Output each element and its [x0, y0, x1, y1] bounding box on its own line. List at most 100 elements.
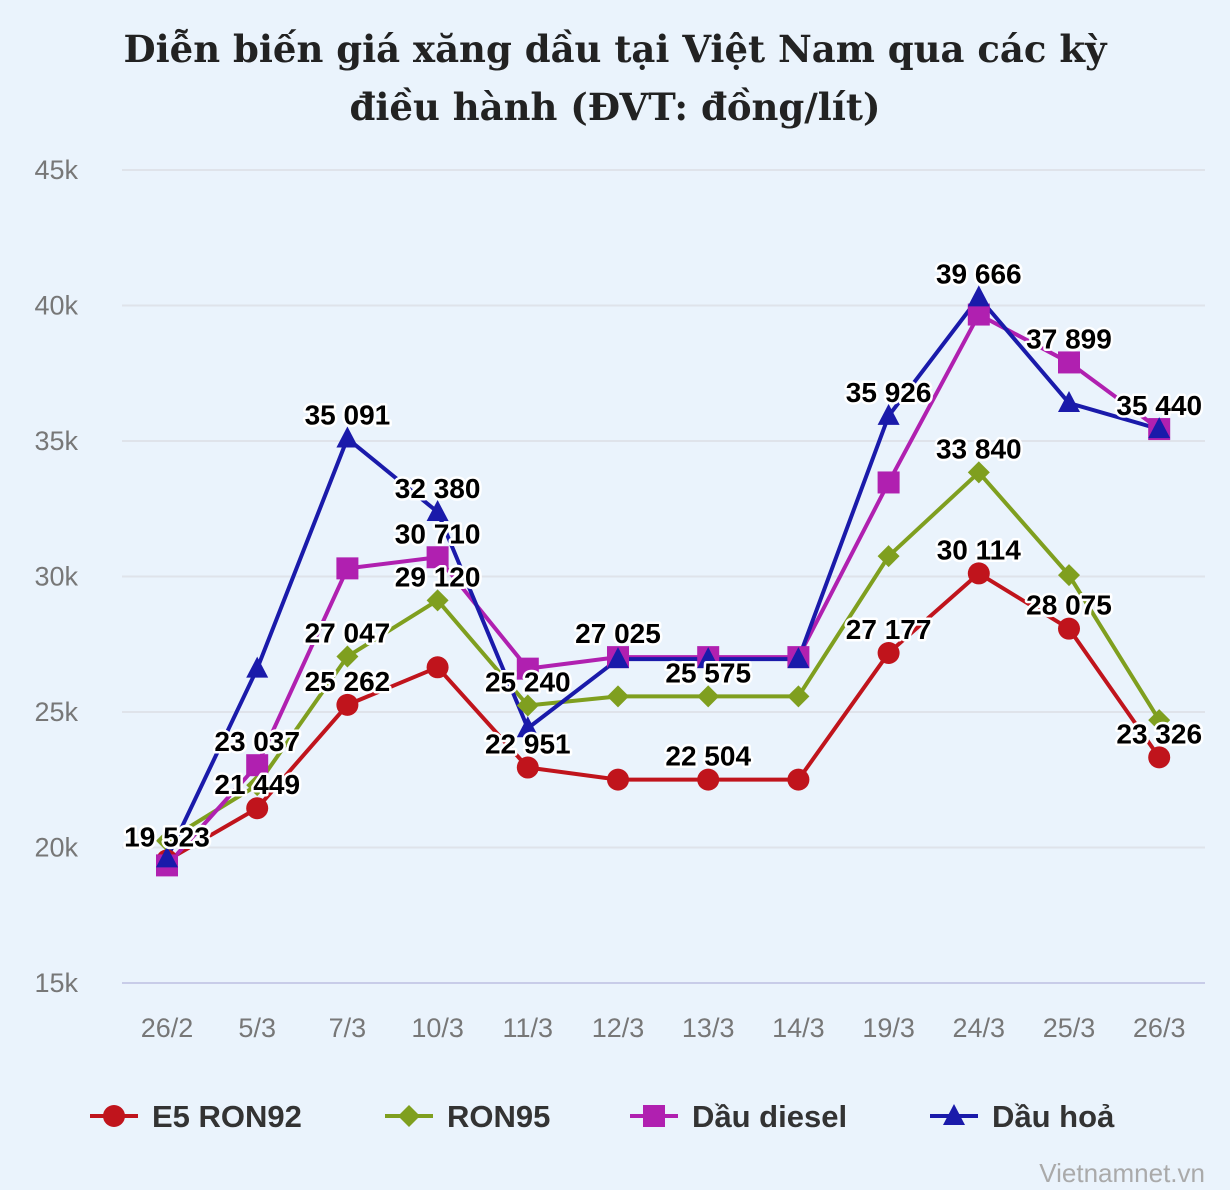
x-tick-label: 19/3: [862, 1013, 915, 1043]
marker-circle: [967, 562, 990, 585]
marker-triangle: [877, 403, 900, 425]
data-label: 27 025: [575, 618, 661, 649]
marker-diamond: [877, 545, 900, 568]
y-tick-label: 35k: [34, 426, 78, 456]
y-tick-label: 45k: [34, 155, 78, 185]
data-label: 27 047: [305, 618, 391, 649]
marker-square: [516, 657, 539, 680]
y-tick-label: 15k: [34, 968, 78, 998]
marker-square: [246, 754, 269, 777]
y-tick-label: 30k: [34, 562, 78, 592]
x-tick-label: 26/2: [141, 1013, 194, 1043]
chart-title-line-2: điều hành (ĐVT: đồng/lít): [349, 85, 880, 129]
y-tick-label: 20k: [34, 833, 78, 863]
data-label: 35 926: [846, 377, 932, 408]
marker-triangle: [967, 285, 990, 307]
marker-triangle: [336, 426, 359, 448]
legend-item: E5 RON92: [90, 1099, 302, 1134]
marker-diamond: [787, 685, 810, 708]
marker-circle: [1148, 746, 1171, 769]
marker-diamond: [426, 589, 449, 612]
marker-circle: [787, 768, 810, 791]
data-label: 30 114: [937, 534, 1022, 565]
x-tick-label: 13/3: [682, 1013, 735, 1043]
data-label: 27 177: [846, 614, 932, 645]
legend-item: RON95: [385, 1099, 550, 1134]
marker-triangle: [246, 656, 269, 678]
marker-triangle: [426, 500, 449, 522]
marker-square: [336, 557, 359, 580]
marker-circle: [336, 693, 359, 716]
marker-circle: [697, 768, 720, 791]
x-tick-label: 11/3: [503, 1013, 554, 1043]
marker-circle: [103, 1105, 125, 1127]
data-label: 23 326: [1116, 718, 1202, 749]
data-label: 25 262: [305, 666, 391, 697]
marker-triangle: [697, 647, 720, 669]
series-line-1: [165, 470, 1161, 843]
x-tick-label: 10/3: [411, 1013, 464, 1043]
x-tick-label: 5/3: [238, 1013, 276, 1043]
data-label: 19 523: [124, 821, 210, 852]
source-credit: Vietnamnet.vn: [1039, 1158, 1205, 1188]
x-tick-label: 12/3: [592, 1013, 645, 1043]
marker-diamond: [336, 645, 359, 668]
marker-circle: [877, 642, 900, 665]
marker-diamond: [967, 461, 990, 484]
x-tick-label: 26/3: [1133, 1013, 1186, 1043]
marker-triangle: [943, 1104, 965, 1125]
marker-square: [1058, 351, 1080, 374]
data-label: 29 120: [395, 561, 481, 592]
marker-diamond: [246, 774, 269, 797]
series-line-0: [165, 571, 1161, 863]
marker-diamond: [398, 1105, 420, 1127]
marker-circle: [1058, 617, 1080, 640]
marker-square: [967, 303, 990, 326]
series-line-3: [165, 295, 1160, 860]
legend-label: Dầu hoả: [992, 1099, 1115, 1134]
data-label: 35 091: [305, 400, 391, 431]
x-tick-label: 14/3: [772, 1013, 825, 1043]
marker-triangle: [156, 846, 178, 868]
marker-circle: [426, 656, 449, 679]
legend-item: Dầu hoả: [930, 1099, 1115, 1134]
marker-circle: [607, 768, 629, 791]
marker-diamond: [156, 829, 178, 852]
marker-triangle: [516, 716, 539, 738]
marker-diamond: [1058, 564, 1080, 587]
legend-label: E5 RON92: [152, 1099, 302, 1134]
data-label: 37 899: [1026, 323, 1112, 354]
data-label: 23 037: [214, 726, 300, 757]
marker-triangle: [1058, 391, 1080, 413]
data-label: 28 075: [1026, 590, 1112, 621]
x-tick-label: 24/3: [953, 1013, 1006, 1043]
marker-diamond: [1148, 709, 1171, 732]
data-label: 33 840: [936, 433, 1022, 464]
data-label: 30 710: [395, 518, 481, 549]
data-label: 25 575: [665, 657, 751, 688]
marker-square: [877, 471, 900, 494]
legend-label: RON95: [447, 1099, 550, 1134]
marker-triangle: [1148, 417, 1171, 439]
x-tick-label: 7/3: [329, 1013, 367, 1043]
marker-circle: [516, 756, 539, 779]
marker-triangle: [607, 647, 629, 669]
x-tick-label: 25/3: [1043, 1013, 1096, 1043]
marker-square: [643, 1105, 665, 1127]
y-tick-label: 40k: [34, 291, 78, 321]
legend-item: Dầu diesel: [630, 1099, 847, 1134]
marker-diamond: [607, 685, 629, 708]
chart-title-line-1: Diễn biến giá xăng dầu tại Việt Nam qua …: [124, 27, 1108, 71]
data-label: 22 951: [485, 729, 571, 760]
legend-label: Dầu diesel: [692, 1099, 847, 1134]
data-label: 39 666: [936, 258, 1022, 289]
data-label: 21 449: [214, 769, 300, 800]
marker-triangle: [787, 647, 810, 669]
data-label: 35 440: [1116, 390, 1202, 421]
marker-circle: [246, 797, 269, 820]
y-tick-label: 25k: [34, 697, 78, 727]
series-line-2: [165, 312, 1161, 867]
data-label: 25 240: [485, 666, 571, 697]
marker-diamond: [516, 694, 539, 717]
